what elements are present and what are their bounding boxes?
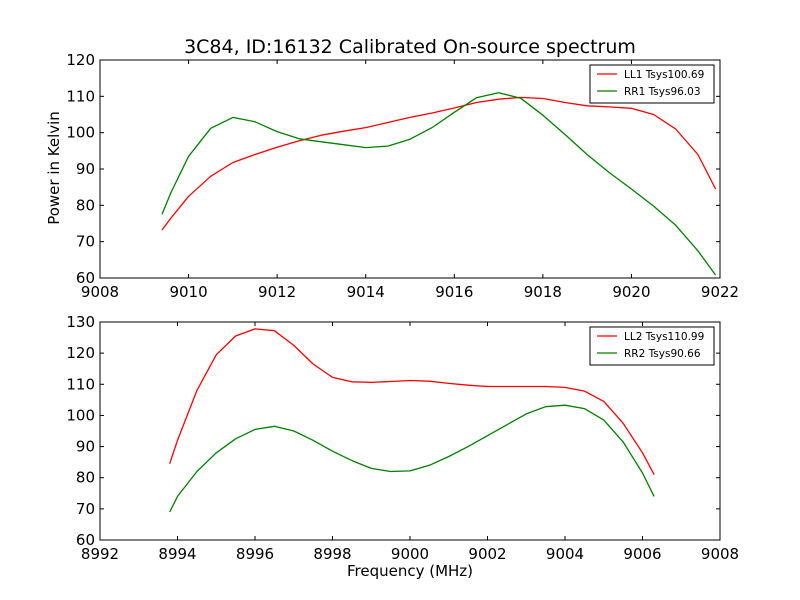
top-y-tick-label: 80	[76, 196, 95, 214]
bottom-x-tick-label: 8996	[236, 545, 274, 563]
bottom-plot: 8992 8994 8996 8998 9000 9002 9004 9006 9008 60 70…	[66, 313, 739, 563]
bottom-y-tick-label: 70	[76, 500, 95, 518]
top-x-tick-label: 9014	[347, 283, 385, 301]
top-y-tick-label: 70	[76, 233, 95, 251]
bottom-x-tick-label: 9002	[468, 545, 506, 563]
bottom-x-tick-label: 9004	[546, 545, 584, 563]
top-y-tick-label: 60	[76, 269, 95, 287]
top-y-tick-label: 100	[66, 124, 95, 142]
top-x-tick-label: 9010	[169, 283, 207, 301]
bottom-legend-entry: LL2 Tsys110.99	[624, 331, 704, 343]
chart-title: 3C84, ID:16132 Calibrated On-source spec…	[184, 36, 636, 58]
x-axis-label: Frequency (MHz)	[347, 562, 473, 580]
bottom-y-tick-label: 60	[76, 531, 95, 549]
bottom-y-tick-label: 90	[76, 438, 95, 456]
bottom-x-tick-label: 8994	[158, 545, 196, 563]
bottom-y-tick-label: 110	[66, 375, 95, 393]
top-x-tick-label: 9016	[435, 283, 473, 301]
top-y-tick-label: 90	[76, 160, 95, 178]
top-x-tick-label: 9008	[81, 283, 119, 301]
bottom-legend-box	[589, 326, 715, 366]
top-series-line-1	[161, 96, 717, 231]
top-x-tick-label: 9022	[701, 283, 739, 301]
bottom-x-tick-label: 9000	[391, 545, 429, 563]
bottom-y-tick-label: 120	[66, 344, 95, 362]
top-legend-box	[589, 64, 715, 104]
bottom-x-tick-label: 8998	[313, 545, 351, 563]
bottom-series-line-1	[169, 328, 655, 475]
top-legend: LL1 Tsys100.69 RR1 Tsys96.03	[589, 64, 715, 104]
top-series-line-2	[161, 92, 717, 276]
bottom-legend: LL2 Tsys110.99 RR2 Tsys90.66	[589, 326, 715, 366]
top-x-tick-label: 9018	[524, 283, 562, 301]
top-legend-entry: LL1 Tsys100.69	[624, 69, 704, 81]
bottom-y-tick-label: 80	[76, 469, 95, 487]
top-legend-entry: RR1 Tsys96.03	[624, 86, 701, 98]
bottom-x-tick-label: 9006	[623, 545, 661, 563]
top-x-tick-label: 9012	[258, 283, 296, 301]
bottom-y-tick-label: 130	[66, 313, 95, 331]
top-y-tick-label: 120	[66, 51, 95, 69]
bottom-x-tick-label: 8992	[81, 545, 119, 563]
bottom-y-tick-label: 100	[66, 406, 95, 424]
bottom-series-line-2	[169, 404, 655, 513]
top-x-tick-label: 9020	[612, 283, 650, 301]
y-axis-label: Power in Kelvin	[45, 111, 63, 225]
bottom-legend-entry: RR2 Tsys90.66	[624, 348, 701, 360]
top-y-tick-label: 110	[66, 87, 95, 105]
top-plot: 9008 9010 9012 9014 9016 9018 9020 9022 60 70 80 90…	[66, 51, 739, 301]
bottom-x-tick-label: 9008	[701, 545, 739, 563]
